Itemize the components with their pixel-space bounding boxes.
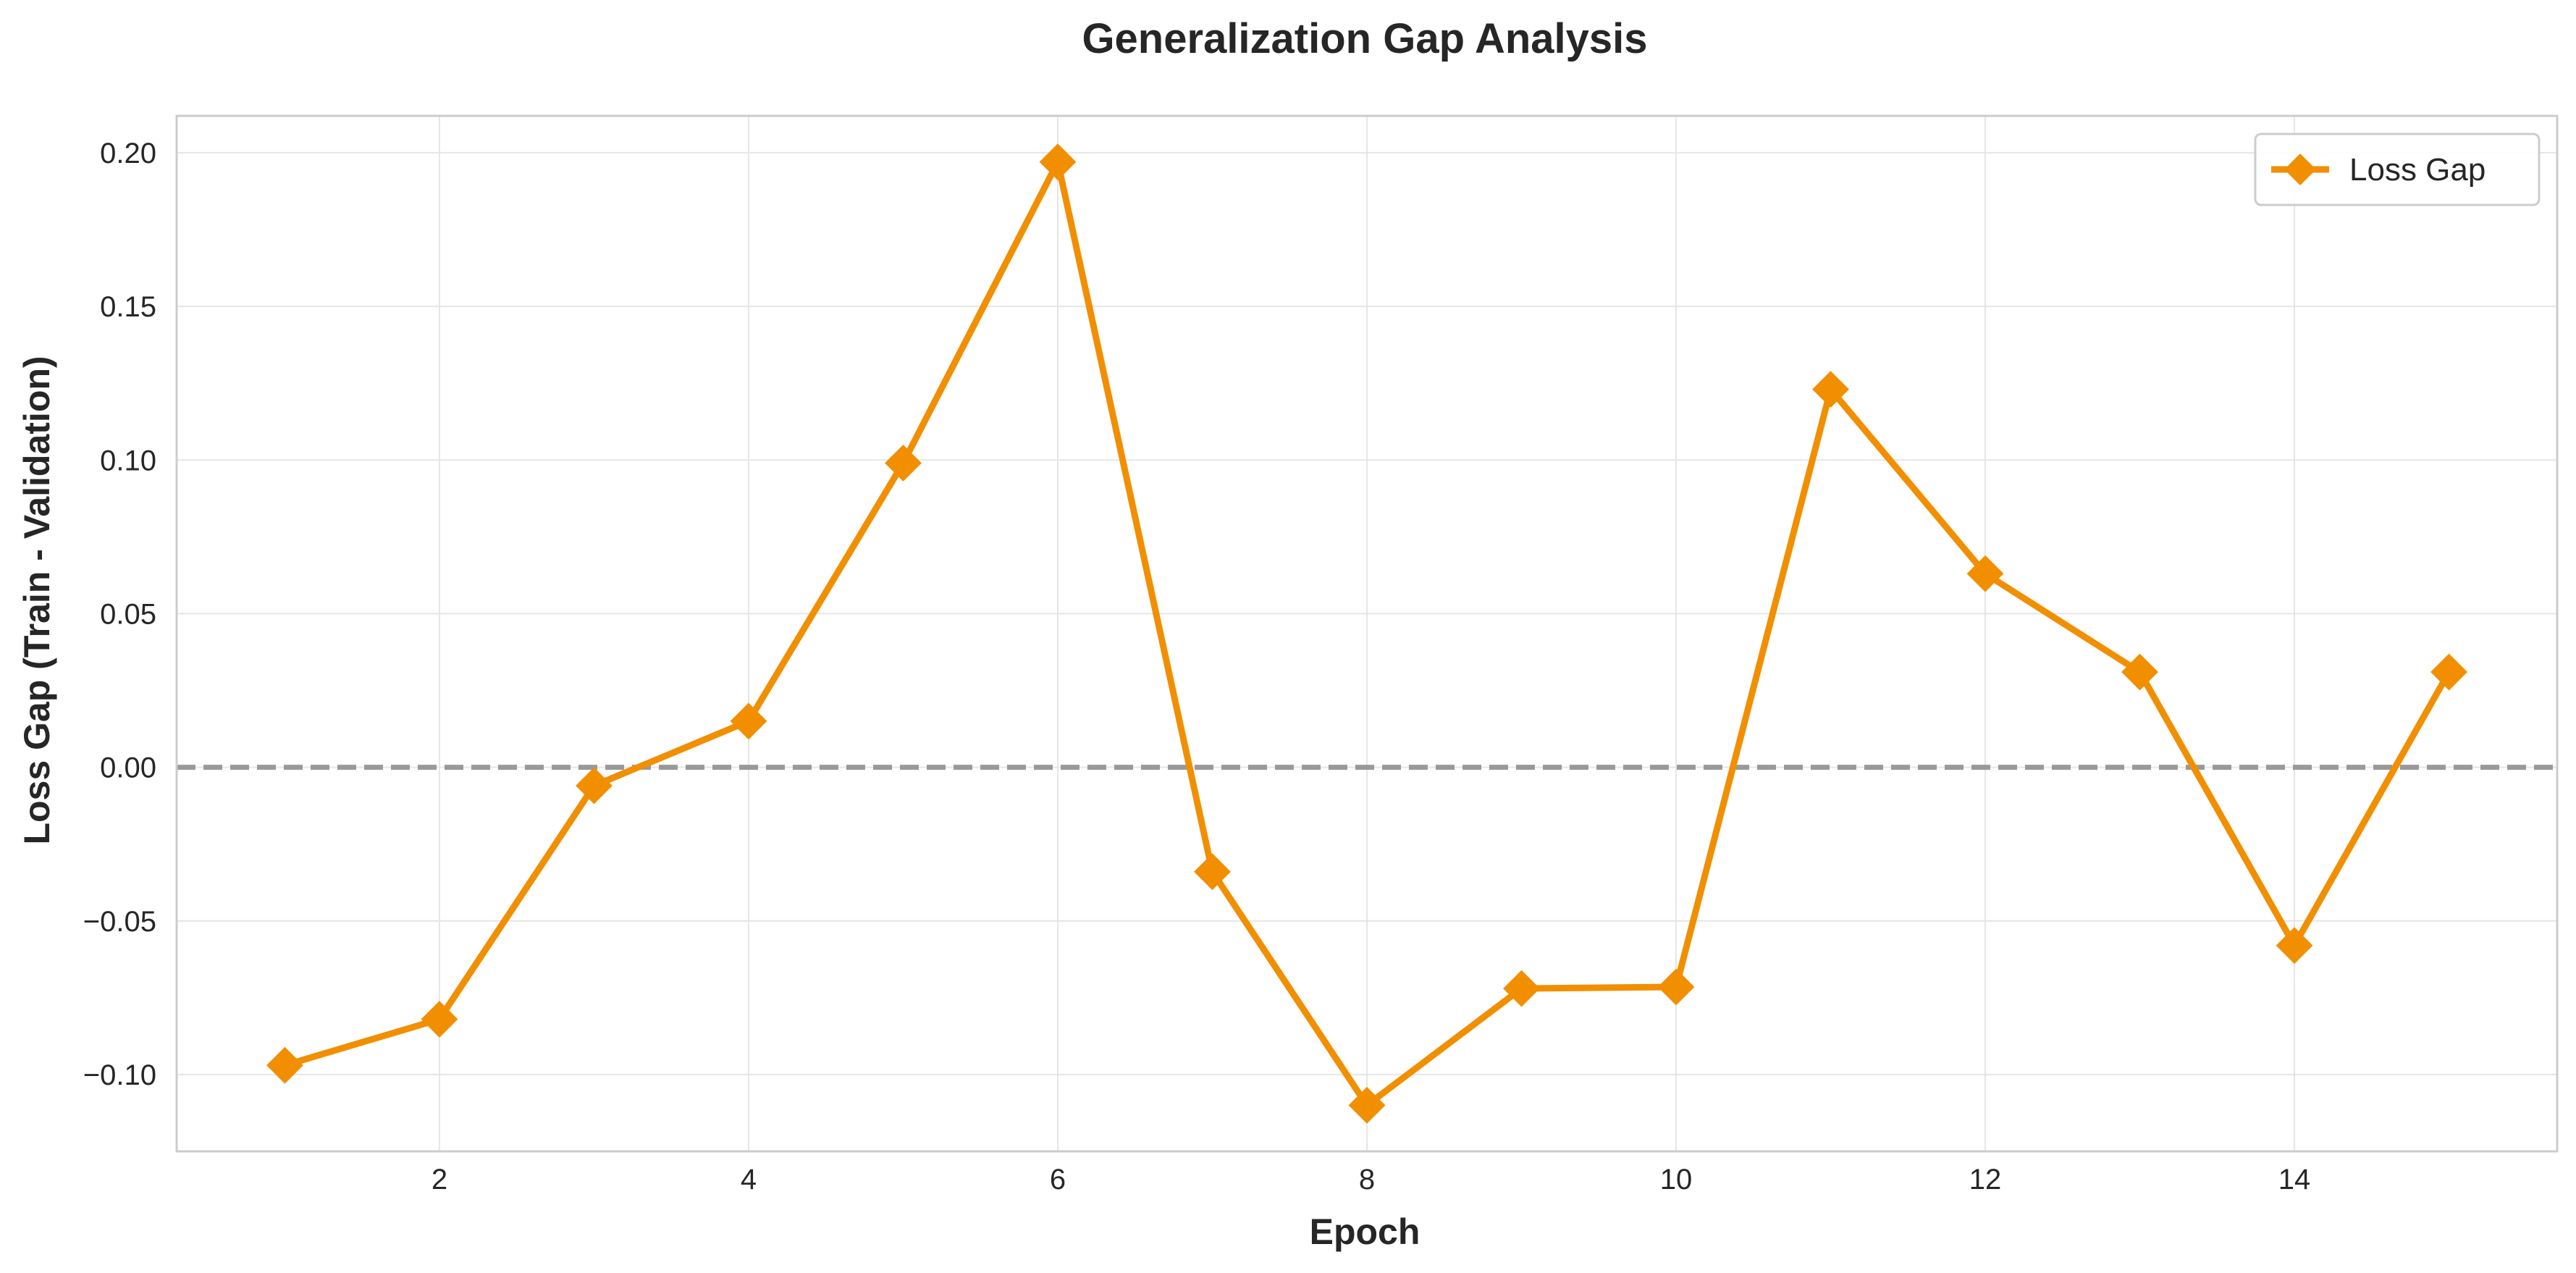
x-tick-label: 12 [1969,1164,2002,1196]
data-point-marker [421,1001,458,1038]
data-point-marker [885,445,922,482]
legend-marker-swatch [2284,154,2316,185]
data-point-marker [576,767,613,804]
y-tick-label: 0.20 [100,138,156,169]
data-point-marker [2430,653,2467,691]
x-axis-label: Epoch [1310,1211,1420,1252]
x-tick-label: 4 [741,1164,757,1196]
x-tick-label: 2 [432,1164,447,1196]
y-tick-label: −0.05 [83,906,156,938]
data-point-marker [2121,653,2158,691]
legend: Loss Gap [2254,133,2541,206]
data-point-marker [1039,143,1077,181]
y-axis-label: Loss Gap (Train - Validation) [17,356,57,844]
series-group [266,143,2467,1124]
chart-title: Generalization Gap Analysis [1082,15,1647,62]
y-tick-label: −0.10 [83,1059,156,1091]
x-tick-label: 8 [1359,1164,1375,1196]
x-tick-label: 14 [2278,1164,2311,1196]
data-point-marker [1503,970,1540,1007]
data-point-marker [266,1046,303,1084]
legend-label: Loss Gap [2349,152,2485,188]
x-tick-label: 10 [1660,1164,1693,1196]
data-point-marker [1348,1086,1386,1124]
data-point-marker [730,702,767,740]
data-point-marker [1657,968,1695,1006]
legend-box [2254,133,2541,206]
y-tick-label: 0.15 [100,291,156,323]
data-point-marker [1194,853,1231,891]
axes [175,114,2559,1153]
y-tick-label: 0.00 [100,752,156,784]
grid [177,116,2557,1151]
plot-frame [175,114,2559,1153]
y-tick-label: 0.10 [100,445,156,476]
x-tick-label: 6 [1050,1164,1066,1196]
data-point-marker [1812,371,1849,408]
data-point-marker [1966,555,2004,592]
tick-labels: 2 4 6 8 10 12 14 −0.10 −0.05 0.00 0.05 0.10 0.15 0.20 [83,138,2311,1196]
y-tick-label: 0.05 [100,598,156,630]
data-point-marker [2276,927,2313,965]
